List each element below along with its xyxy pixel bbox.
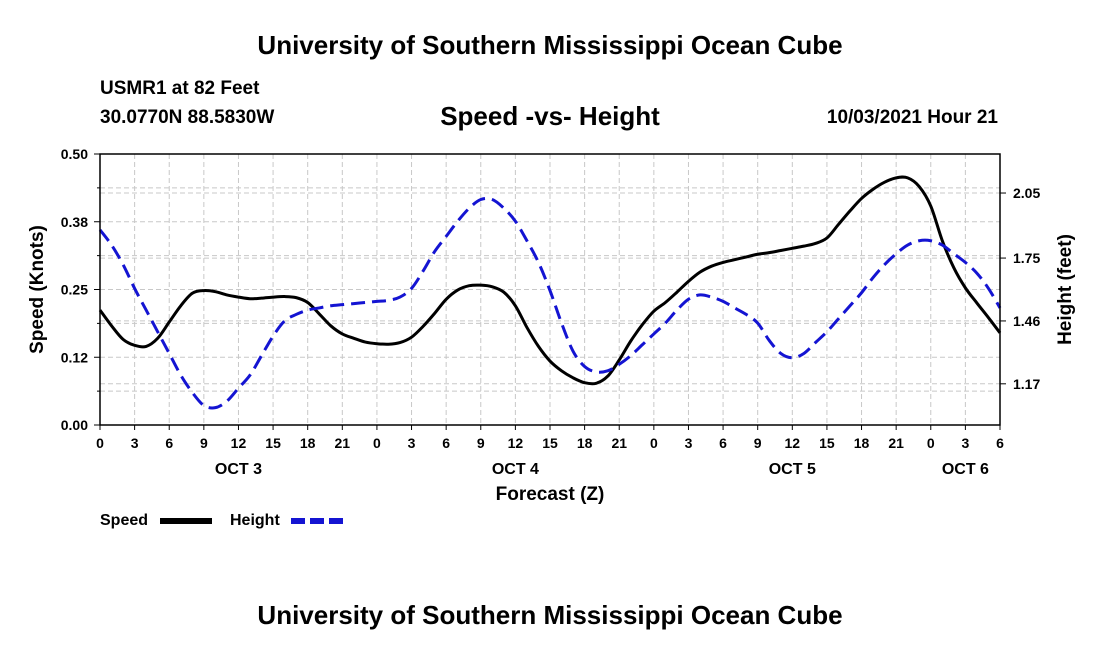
x-tick-label: 9 xyxy=(200,435,208,451)
x-tick-label: 12 xyxy=(508,435,524,451)
x-tick-label: 18 xyxy=(577,435,593,451)
y-tick-label: 0.00 xyxy=(61,417,88,433)
series-speed-line xyxy=(98,175,1002,386)
y2-tick-label: 1.75 xyxy=(1013,250,1040,266)
x-tick-label: 15 xyxy=(265,435,281,451)
x-tick-label: 3 xyxy=(685,435,693,451)
day-label: OCT 4 xyxy=(492,461,539,478)
coordinates-label: 30.0770N 88.5830W xyxy=(100,107,275,128)
x-tick-label: 6 xyxy=(442,435,450,451)
y2-tick-label: 1.17 xyxy=(1013,376,1040,392)
x-tick-label: 9 xyxy=(754,435,762,451)
x-tick-label: 15 xyxy=(542,435,558,451)
day-label: OCT 3 xyxy=(215,461,262,478)
x-tick-label: 12 xyxy=(231,435,247,451)
x-tick-label: 18 xyxy=(854,435,870,451)
x-tick-label: 3 xyxy=(131,435,139,451)
chart-title: Speed -vs- Height xyxy=(440,101,660,131)
x-tick-label: 21 xyxy=(611,435,627,451)
x-tick-label: 18 xyxy=(300,435,316,451)
y2-axis-label: Height (feet) xyxy=(1055,234,1076,345)
grid-lines xyxy=(100,154,1000,425)
x-tick-label: 21 xyxy=(888,435,904,451)
x-tick-label: 6 xyxy=(165,435,173,451)
x-tick-label: 15 xyxy=(819,435,835,451)
legend-height-label: Height xyxy=(230,512,280,529)
x-tick-label: 3 xyxy=(408,435,416,451)
x-axis-label: Forecast (Z) xyxy=(496,484,605,505)
x-tick-label: 0 xyxy=(650,435,658,451)
series-lines xyxy=(98,175,1002,410)
y2-tick-label: 1.46 xyxy=(1013,313,1040,329)
legend: Speed Height xyxy=(100,512,343,529)
axes: 0 3 6 9 12 15 18 21 0 3 6 9 12 15 18 21 0 3 6 9 12 15 18 21 0 3 6 0… xyxy=(27,146,1076,505)
legend-speed-label: Speed xyxy=(100,512,148,529)
x-tick-label: 12 xyxy=(785,435,801,451)
x-tick-label: 0 xyxy=(373,435,381,451)
x-tick-label: 21 xyxy=(335,435,351,451)
x-tick-label: 0 xyxy=(927,435,935,451)
x-tick-label: 0 xyxy=(96,435,104,451)
series-height-line xyxy=(98,196,1002,410)
header-title: University of Southern Mississippi Ocean… xyxy=(257,30,843,60)
y-tick-label: 0.25 xyxy=(61,282,88,298)
x-tick-label: 3 xyxy=(961,435,969,451)
x-tick-label: 6 xyxy=(719,435,727,451)
y-tick-label: 0.50 xyxy=(61,146,88,162)
day-label: OCT 5 xyxy=(769,461,816,478)
timestamp-label: 10/03/2021 Hour 21 xyxy=(826,107,998,128)
y-axis-label: Speed (Knots) xyxy=(27,225,48,354)
y-tick-label: 0.38 xyxy=(61,214,88,230)
x-tick-label: 9 xyxy=(477,435,485,451)
station-label: USMR1 at 82 Feet xyxy=(100,78,260,99)
x-tick-label: 6 xyxy=(996,435,1004,451)
y-tick-label: 0.12 xyxy=(61,349,88,365)
day-label: OCT 6 xyxy=(942,461,989,478)
y2-tick-label: 2.05 xyxy=(1013,185,1040,201)
footer-title: University of Southern Mississippi Ocean… xyxy=(257,600,843,630)
